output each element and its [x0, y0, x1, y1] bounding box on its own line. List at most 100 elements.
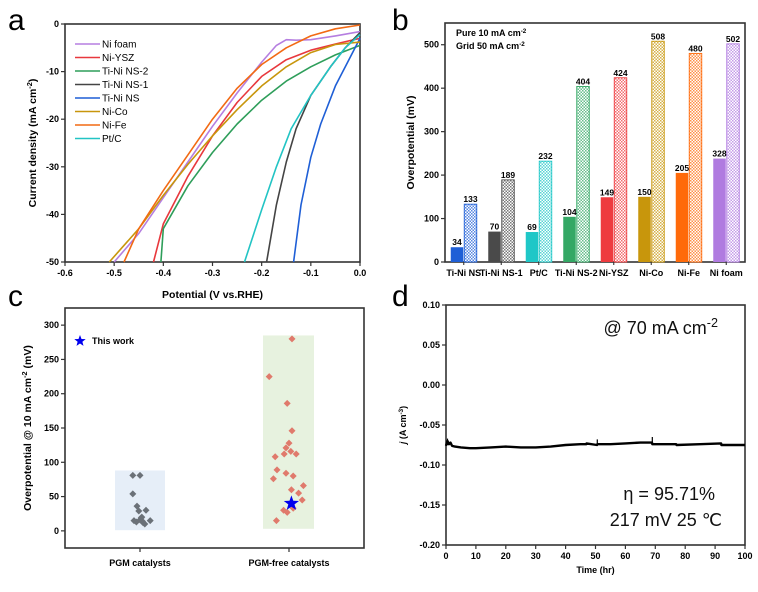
y-tick-label-d: -0.10 [419, 460, 440, 470]
legend-label-a: Ni-YSZ [102, 53, 134, 64]
x-tick-label-d: 90 [710, 551, 720, 561]
scatter-point [288, 335, 296, 343]
plot-area-b [444, 22, 746, 263]
y-tick-label-d: -0.15 [419, 500, 440, 510]
y-tick-label-d: 0.10 [422, 300, 440, 310]
x-tick-label-d: 100 [737, 551, 752, 561]
x-tick-label-d: 0 [443, 551, 448, 561]
bar-pure [600, 197, 614, 262]
x-tick-label-a: -0.3 [205, 268, 221, 278]
y-tick-label-c: 200 [44, 389, 59, 399]
y-tick-label-d: 0.05 [422, 340, 440, 350]
bar-value-label: 424 [613, 68, 627, 78]
panel-c-catalyst-scatter: 0 50 100 150 200 250 300 PGM catalysts PGM-free … [20, 307, 365, 568]
annotation-current: @ 70 mA cm-2 [603, 316, 718, 338]
bar-value-label: 149 [600, 187, 614, 197]
x-tick-label-d: 10 [471, 551, 481, 561]
scatter-point [271, 453, 279, 461]
y-tick-label-b: 300 [424, 127, 439, 137]
scatter-point [265, 373, 273, 381]
scatter-point [273, 466, 281, 474]
bar-value-label: 328 [712, 149, 726, 159]
bar-value-label: 502 [726, 34, 740, 44]
series-line-ni-fe [123, 24, 361, 263]
scatter-point [292, 450, 300, 458]
y-tick-label-c: 100 [44, 457, 59, 467]
y-tick-label-a: -10 [46, 67, 59, 77]
x-tick-label-b: Ni-Co [639, 268, 663, 278]
plot-area-d [445, 304, 746, 546]
y-tick-label-b: 200 [424, 170, 439, 180]
scatter-point [287, 447, 295, 455]
bar-value-label: 189 [501, 170, 515, 180]
bar-value-label: 34 [452, 237, 462, 247]
x-tick-label-a: -0.2 [254, 268, 270, 278]
y-tick-label-b: 100 [424, 214, 439, 224]
bar-grid [463, 203, 478, 263]
scatter-point [287, 486, 295, 494]
this-work-star [283, 495, 299, 510]
y-tick-label-d: -0.20 [419, 540, 440, 550]
bar-value-label: 70 [490, 222, 500, 232]
y-tick-label-b: 400 [424, 83, 439, 93]
y-tick-label-a: -50 [46, 257, 59, 267]
scatter-point [282, 444, 290, 452]
x-tick-label-a: -0.6 [57, 268, 73, 278]
category-label: PGM catalysts [109, 558, 171, 568]
panel-label-d: d [392, 280, 409, 313]
scatter-point [136, 471, 144, 479]
x-tick-label-d: 20 [501, 551, 511, 561]
bar-grid [688, 52, 703, 263]
y-tick-label-a: 0 [54, 19, 59, 29]
y-tick-label-c: 50 [49, 492, 59, 502]
bar-value-label: 205 [675, 163, 689, 173]
series-line-ni-foam [113, 30, 361, 263]
x-tick-label-d: 50 [590, 551, 600, 561]
series-line-ti-ni-ns-2 [160, 44, 361, 263]
legend-star-icon [74, 335, 86, 346]
legend-label-c: This work [92, 336, 135, 346]
panel-label-c: c [8, 280, 23, 313]
annotation-grid: Grid 50 mA cm-2 [456, 41, 525, 52]
scatter-point [283, 399, 291, 407]
scatter-point [298, 496, 306, 504]
x-tick-label-d: 30 [531, 551, 541, 561]
x-tick-label-d: 60 [620, 551, 630, 561]
panel-a-lsv-chart: -0.6 -0.5 -0.4 -0.3 -0.2 -0.1 0.0 0 -10 -20 -30 -40… [25, 19, 367, 301]
bar-pure [525, 232, 539, 262]
scatter-point [282, 469, 290, 477]
x-tick-label-a: 0.0 [354, 268, 367, 278]
bar-grid [576, 85, 590, 263]
scatter-point [283, 508, 291, 516]
panel-b-overpotential-bar-chart: 0 100 200 300 400 500 Overpotential (mV) 34 133 T… [405, 22, 746, 278]
scatter-point [135, 507, 143, 515]
y-tick-label-a: -20 [46, 114, 59, 124]
x-tick-label-a: -0.4 [156, 268, 172, 278]
bar-grid [613, 77, 628, 263]
pgm-free-region [263, 335, 314, 529]
panel-d-stability-chart: 0 10 20 30 40 50 60 70 80 90 100 0.10 0.05 0.00 -0.05 -… [398, 300, 753, 575]
x-tick-label-b: Ni-YSZ [599, 268, 629, 278]
bar-value-label: 104 [562, 207, 576, 217]
legend-label-a: Ni-Co [102, 107, 128, 118]
x-tick-label-a: -0.1 [303, 268, 319, 278]
legend-label-a: Ti-Ni NS [102, 94, 140, 105]
x-axis-label-d: Time (hr) [576, 565, 614, 575]
scatter-point [285, 439, 293, 447]
y-tick-label-c: 0 [54, 526, 59, 536]
bar-value-label: 480 [688, 43, 702, 53]
bar-value-label: 404 [576, 76, 590, 86]
stability-line [444, 439, 745, 450]
scatter-point [138, 513, 146, 521]
legend-label-a: Ni foam [102, 40, 136, 51]
legend-label-a: Ti-Ni NS-1 [102, 80, 149, 91]
y-tick-label-a: -30 [46, 162, 59, 172]
panel-label-b: b [392, 4, 409, 37]
scatter-point [141, 520, 149, 528]
bar-grid [651, 40, 665, 263]
bar-pure [675, 172, 689, 262]
x-axis-label-a: Potential (V vs.RHE) [162, 289, 263, 301]
y-tick-label-c: 300 [44, 320, 59, 330]
y-tick-label-b: 500 [424, 40, 439, 50]
scatter-point [289, 472, 297, 480]
